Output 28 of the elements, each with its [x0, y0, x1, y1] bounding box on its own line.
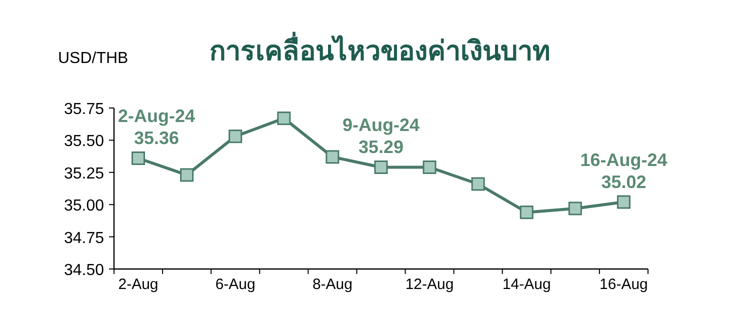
point	[374, 160, 388, 174]
point	[422, 160, 436, 174]
chart-title: การเคลื่อนไหวของค่าเงินบาท	[210, 31, 550, 66]
y-tick-label: 35.75	[64, 101, 104, 118]
x-tick-label: 16-Aug	[600, 276, 648, 293]
point	[132, 151, 146, 165]
point	[568, 202, 582, 216]
point	[616, 195, 630, 209]
x-tick-label: 2-Aug	[118, 276, 158, 293]
data-label: 9-Aug-24 35.29	[342, 115, 420, 158]
y-tick-label: 35.50	[64, 133, 104, 150]
x-tick-label: 14-Aug	[502, 276, 551, 293]
data-label: 16-Aug-24 35.02	[580, 150, 668, 192]
y-axis-title: USD/THB	[58, 50, 128, 67]
point	[471, 177, 485, 191]
x-tick-label: 6-Aug	[215, 276, 256, 293]
point	[277, 112, 291, 126]
point	[180, 168, 194, 182]
point	[326, 150, 340, 164]
y-tick-label: 35.00	[64, 198, 104, 215]
y-tick-label: 34.50	[64, 262, 104, 279]
y-tick-label: 35.25	[64, 165, 104, 182]
x-tick-label: 12-Aug	[405, 276, 454, 293]
y-tick-label: 34.75	[64, 230, 104, 247]
x-tick-label: 8-Aug	[312, 276, 352, 293]
point	[520, 206, 534, 220]
data-label: 2-Aug-24 35.36	[118, 106, 196, 148]
point	[228, 130, 242, 144]
